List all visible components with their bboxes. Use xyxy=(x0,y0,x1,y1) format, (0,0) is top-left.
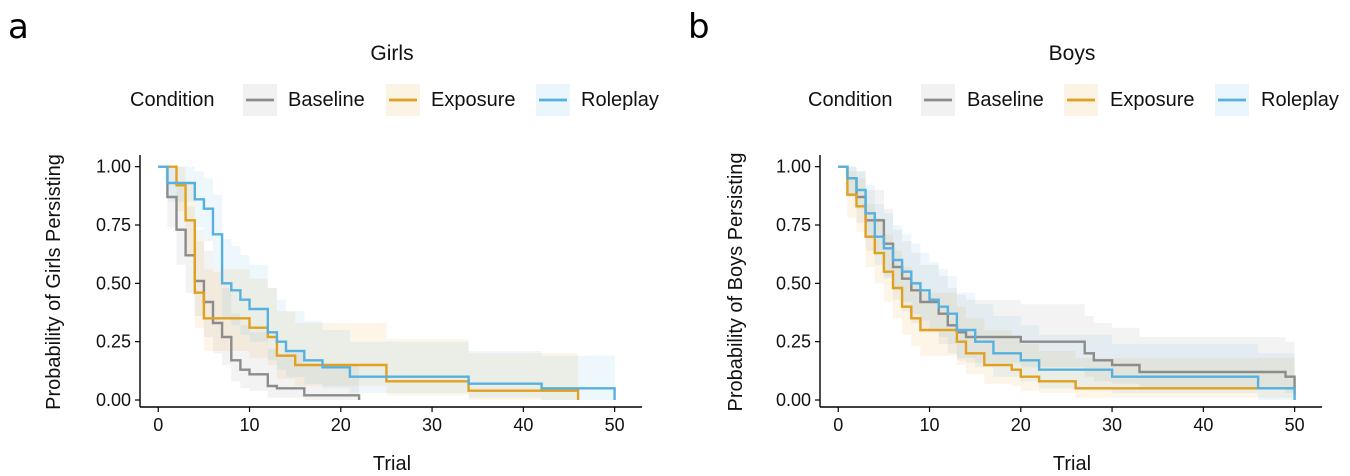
y-tick-label: 1.00 xyxy=(96,157,131,177)
y-tick-label: 0.75 xyxy=(776,215,811,235)
plot-area: 0 10 20 30 40 50 0.00 0.25 0.50 0.75 1.00 xyxy=(96,155,642,435)
legend-label-roleplay: Roleplay xyxy=(1261,89,1339,111)
y-tick-label: 0.00 xyxy=(776,390,811,410)
x-axis-title: Trial xyxy=(1053,453,1091,475)
x-tick-label: 0 xyxy=(153,415,163,435)
x-tick-label: 10 xyxy=(920,415,940,435)
x-tick-label: 20 xyxy=(331,415,351,435)
ci-band-baseline xyxy=(838,166,1295,400)
series-line-baseline xyxy=(158,165,361,400)
legend: Condition Baseline Exposure Roleplay xyxy=(130,84,659,116)
y-tick-label: 0.50 xyxy=(776,273,811,293)
plot-area: 0 10 20 30 40 50 0.00 0.25 0.50 0.75 1.00 xyxy=(776,155,1322,435)
ci-band-roleplay xyxy=(158,166,615,400)
y-axis-title: Probability of Girls Persisting xyxy=(43,154,65,410)
series-line-roleplay xyxy=(838,165,1296,400)
x-tick-label: 50 xyxy=(1285,415,1305,435)
series-line-roleplay xyxy=(158,165,616,400)
series-line-exposure xyxy=(838,165,1296,396)
legend-label-exposure: Exposure xyxy=(431,89,516,111)
y-tick-label: 0.25 xyxy=(96,332,131,352)
legend-label-baseline: Baseline xyxy=(288,89,365,111)
legend: Condition Baseline Exposure Roleplay xyxy=(808,84,1339,116)
x-tick-label: 0 xyxy=(833,415,843,435)
chart-title: Boys xyxy=(1049,42,1096,65)
x-tick-label: 40 xyxy=(513,415,533,435)
legend-label-exposure: Exposure xyxy=(1110,89,1195,111)
chart-title: Girls xyxy=(370,42,413,65)
ci-band-baseline xyxy=(158,166,360,400)
y-tick-label: 0.25 xyxy=(776,332,811,352)
x-tick-label: 50 xyxy=(605,415,625,435)
legend-title: Condition xyxy=(130,89,215,111)
ci-band-roleplay xyxy=(838,166,1295,400)
x-tick-label: 30 xyxy=(1102,415,1122,435)
legend-label-roleplay: Roleplay xyxy=(581,89,659,111)
x-tick-label: 20 xyxy=(1011,415,1031,435)
ci-band-exposure xyxy=(838,166,1295,400)
panel-a: a Girls Condition Baseline Exposure Role… xyxy=(8,7,659,475)
panel-b: b Boys Condition Baseline Exposure Rolep… xyxy=(688,7,1339,475)
y-tick-label: 0.50 xyxy=(96,273,131,293)
y-tick-label: 0.00 xyxy=(96,390,131,410)
series-line-exposure xyxy=(158,165,580,400)
x-tick-label: 30 xyxy=(422,415,442,435)
legend-title: Condition xyxy=(808,89,893,111)
panel-letter: a xyxy=(8,7,29,47)
y-tick-label: 0.75 xyxy=(96,215,131,235)
x-tick-label: 10 xyxy=(240,415,260,435)
panel-letter: b xyxy=(688,7,710,47)
y-axis-title: Probability of Boys Persisting xyxy=(725,152,747,411)
ci-band-exposure xyxy=(158,166,579,400)
x-axis-title: Trial xyxy=(373,453,411,475)
y-tick-label: 1.00 xyxy=(776,157,811,177)
x-tick-label: 40 xyxy=(1193,415,1213,435)
legend-label-baseline: Baseline xyxy=(967,89,1044,111)
